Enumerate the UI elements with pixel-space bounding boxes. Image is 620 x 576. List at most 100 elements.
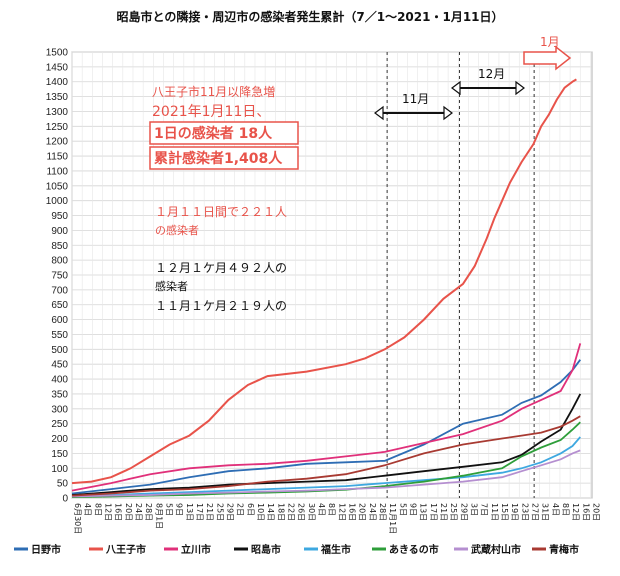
series-line-武蔵村山市 [71, 449, 581, 498]
x-tick-label: 21日 [205, 503, 214, 521]
legend-label: 八王子市 [105, 543, 146, 556]
y-tick-label: 750 [51, 271, 68, 282]
legend-label: 日野市 [31, 543, 61, 556]
y-tick-label: 650 [51, 300, 68, 311]
x-tick-label: 26日 [297, 503, 306, 521]
x-tick-label: 5日 [398, 503, 407, 516]
y-tick-label: 800 [51, 256, 68, 267]
x-tick-label: 8日 [93, 503, 102, 516]
x-tick-label: 14日 [266, 503, 275, 521]
y-tick-label: 450 [51, 360, 68, 371]
x-tick-label: 7日 [480, 503, 489, 516]
x-tick-label: 8日 [561, 503, 570, 516]
x-tick-label: 20日 [124, 503, 133, 521]
x-tick-label: 4日 [83, 503, 92, 516]
y-tick-label: 0 [62, 494, 68, 505]
x-tick-label: 3日 [469, 503, 478, 516]
y-tick-label: 1450 [46, 62, 69, 73]
x-tick-label: 19日 [510, 503, 519, 521]
series-line-あきるの市 [71, 421, 581, 498]
x-tick-label: 28日 [144, 503, 153, 521]
y-tick-label: 150 [51, 449, 68, 460]
x-tick-label: 29日 [225, 503, 234, 521]
nov-arrow-head-right [443, 105, 453, 121]
series-line-福生市 [71, 436, 581, 498]
y-tick-label: 1050 [46, 181, 69, 192]
x-tick-label: 9日 [175, 503, 184, 516]
x-tick-label: 10日 [256, 503, 265, 521]
x-tick-label: 23日 [520, 503, 529, 521]
annotation-hachioji-1: 八王子市11月以降急増 [152, 84, 275, 99]
y-tick-label: 1150 [46, 152, 68, 163]
x-tick-label: 25日 [449, 503, 458, 521]
y-tick-label: 300 [51, 404, 68, 415]
annotation-nov-1: １１月１ケ月２１９人の [155, 299, 287, 313]
x-tick-label: 20日 [591, 503, 600, 521]
x-tick-label: 16日 [347, 503, 356, 521]
annotation-daily-cases: 1日の感染者 18人 [154, 125, 273, 142]
x-tick-label: 13日 [185, 503, 194, 521]
legend-label: 福生市 [320, 543, 351, 556]
x-tick-label: 28日 [378, 503, 387, 521]
x-tick-label: 15日 [500, 503, 509, 521]
x-tick-label: 8日 [327, 503, 336, 516]
series-line-青梅市 [71, 415, 581, 497]
annotation-box-2 [149, 146, 299, 170]
y-tick-label: 900 [51, 226, 68, 237]
x-tick-label: 22日 [286, 503, 295, 521]
x-tick-label: 17日 [429, 503, 438, 521]
legend-label: 武蔵村山市 [471, 543, 521, 556]
legend-label: 昭島市 [251, 543, 281, 556]
dec-arrow-head-left [451, 80, 461, 96]
x-tick-label: 5日 [164, 503, 173, 516]
y-tick-label: 1350 [46, 92, 69, 103]
month-label-nov: 11月 [402, 92, 429, 106]
y-tick-label: 1000 [46, 196, 69, 207]
x-tick-label: 24日 [368, 503, 377, 521]
x-tick-label: 11日 [490, 503, 499, 521]
x-tick-label: 9日 [408, 503, 417, 516]
y-tick-label: 200 [51, 434, 68, 445]
annotation-dec-1: １２月１ケ月４９２人の [155, 261, 287, 275]
jan-arrow [523, 45, 572, 71]
series-line-昭島市 [71, 393, 582, 496]
x-tick-label: 16日 [581, 503, 590, 521]
y-tick-label: 1500 [46, 48, 69, 59]
y-tick-label: 50 [57, 479, 69, 490]
x-tick-label: 31日 [541, 503, 550, 521]
x-tick-label: 21日 [439, 503, 448, 521]
annotation-hachioji-2: 2021年1月11日、 [152, 104, 270, 120]
annotation-jan-2: の感染者 [155, 223, 199, 237]
y-tick-label: 700 [51, 285, 68, 296]
annotation-box-1 [149, 121, 299, 145]
series-line-日野市 [71, 359, 582, 495]
y-tick-label: 1100 [46, 166, 68, 177]
month-label-dec: 12月 [478, 67, 505, 81]
x-tick-label: 29日 [459, 503, 468, 521]
x-tick-label: 24日 [134, 503, 143, 521]
y-tick-label: 550 [51, 330, 68, 341]
annotation-total-cases: 累計感染者1,408人 [154, 150, 283, 167]
y-tick-label: 100 [51, 464, 68, 475]
legend-label: 青梅市 [549, 543, 579, 556]
y-tick-label: 500 [51, 345, 68, 356]
y-tick-label: 1400 [46, 77, 69, 88]
chart-title: 昭島市との隣接・周辺市の感染者発生累計（7／1～2021・1月11日） [116, 10, 504, 24]
x-tick-label: 6月30日 [73, 503, 82, 534]
series-line-立川市 [71, 343, 582, 492]
y-tick-label: 950 [51, 211, 68, 222]
x-tick-label: 27日 [530, 503, 539, 521]
legend-label: 立川市 [181, 543, 211, 556]
x-tick-label: 4日 [317, 503, 326, 516]
x-tick-label: 12日 [103, 503, 112, 521]
y-tick-label: 400 [51, 375, 68, 386]
y-tick-label: 1250 [46, 122, 69, 133]
x-tick-label: 8月1日 [154, 503, 163, 529]
x-tick-label: 2日 [236, 503, 245, 516]
x-tick-label: 11月1日 [388, 503, 397, 534]
x-tick-label: 18日 [276, 503, 285, 521]
y-tick-label: 250 [51, 419, 68, 430]
y-tick-label: 1200 [46, 137, 69, 148]
